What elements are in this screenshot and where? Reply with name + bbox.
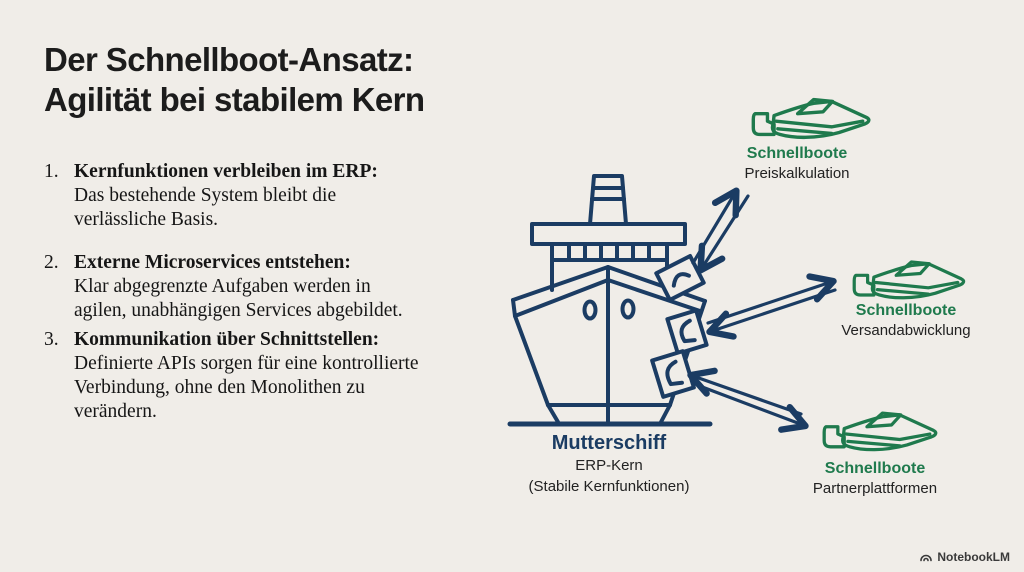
watermark: NotebookLM [919, 550, 1010, 564]
list-item-heading: Kommunikation über Schnittstellen: [74, 328, 380, 350]
page-title-line2: Agilität bei stabilem Kern [44, 80, 425, 118]
porthole-icon [582, 299, 598, 321]
double-arrow-top [691, 187, 750, 274]
notebooklm-logo-icon [920, 554, 933, 562]
page-title: Der Schnellboot-Ansatz: Agilität bei sta… [44, 40, 514, 119]
speedboat-name: Schnellboote [855, 302, 957, 319]
list-item: 1. Kernfunktionen verbleiben im ERP: Das… [44, 160, 454, 232]
speedboat-label: Schnellboote Partnerplattformen [765, 460, 985, 499]
double-arrow-bottom [687, 367, 809, 433]
speedboat-label: Schnellboote Versandabwicklung [796, 302, 1016, 341]
mothership-subtitle2: (Stabile Kernfunktionen) [528, 477, 690, 495]
mothership-name: Mutterschiff [551, 432, 667, 454]
speedboat-icon [751, 97, 871, 140]
key-points-list: 1. Kernfunktionen verbleiben im ERP: Das… [44, 160, 454, 424]
list-item-number: 1. [44, 161, 59, 182]
dock-port-icon [654, 254, 706, 302]
list-item-heading: Kernfunktionen verbleiben im ERP: [74, 161, 378, 182]
mothership-label: Mutterschiff ERP-Kern (Stabile Kernfunkt… [499, 432, 719, 497]
list-item: 3. Kommunikation über Schnittstellen: De… [44, 328, 454, 424]
porthole-icon [620, 298, 636, 320]
speedboat-icon [822, 411, 938, 452]
speedboat-name: Schnellboote [824, 460, 926, 477]
watermark-text: NotebookLM [937, 550, 1010, 564]
speedboat-subtitle: Versandabwicklung [841, 322, 971, 339]
speedboat-label: Schnellboote Preiskalkulation [687, 145, 907, 184]
speedboat-subtitle: Preiskalkulation [744, 165, 850, 182]
list-item-text: Definierte APIs sorgen für eine kontroll… [74, 352, 419, 422]
list-item-body: Kommunikation über Schnittstellen: Defin… [74, 328, 426, 424]
speedboat-icon [852, 260, 966, 300]
speedboat-name: Schnellboote [746, 145, 848, 162]
list-item-number: 2. [44, 251, 59, 273]
page-title-line1: Der Schnellboot-Ansatz: [44, 41, 414, 78]
list-item: 2. Externe Microservices entstehen: Klar… [44, 251, 454, 323]
mothership-subtitle1: ERP-Kern [575, 457, 643, 474]
dock-port-icon [665, 308, 709, 356]
list-item-text: Klar abgegrenzte Aufgaben werden in agil… [74, 275, 403, 321]
list-item-body: Externe Microservices entstehen: Klar ab… [74, 251, 426, 323]
ship-front-icon [507, 174, 713, 427]
list-item-text: Das bestehende System bleibt die verläss… [74, 184, 337, 230]
speedboat-subtitle: Partnerplattformen [812, 480, 938, 497]
dock-port-icon [650, 349, 696, 399]
list-item-heading: Externe Microservices entstehen: [74, 251, 351, 273]
double-arrow-middle [706, 273, 837, 340]
list-item-body: Kernfunktionen verbleiben im ERP: Das be… [74, 160, 426, 232]
list-item-number: 3. [44, 328, 59, 350]
